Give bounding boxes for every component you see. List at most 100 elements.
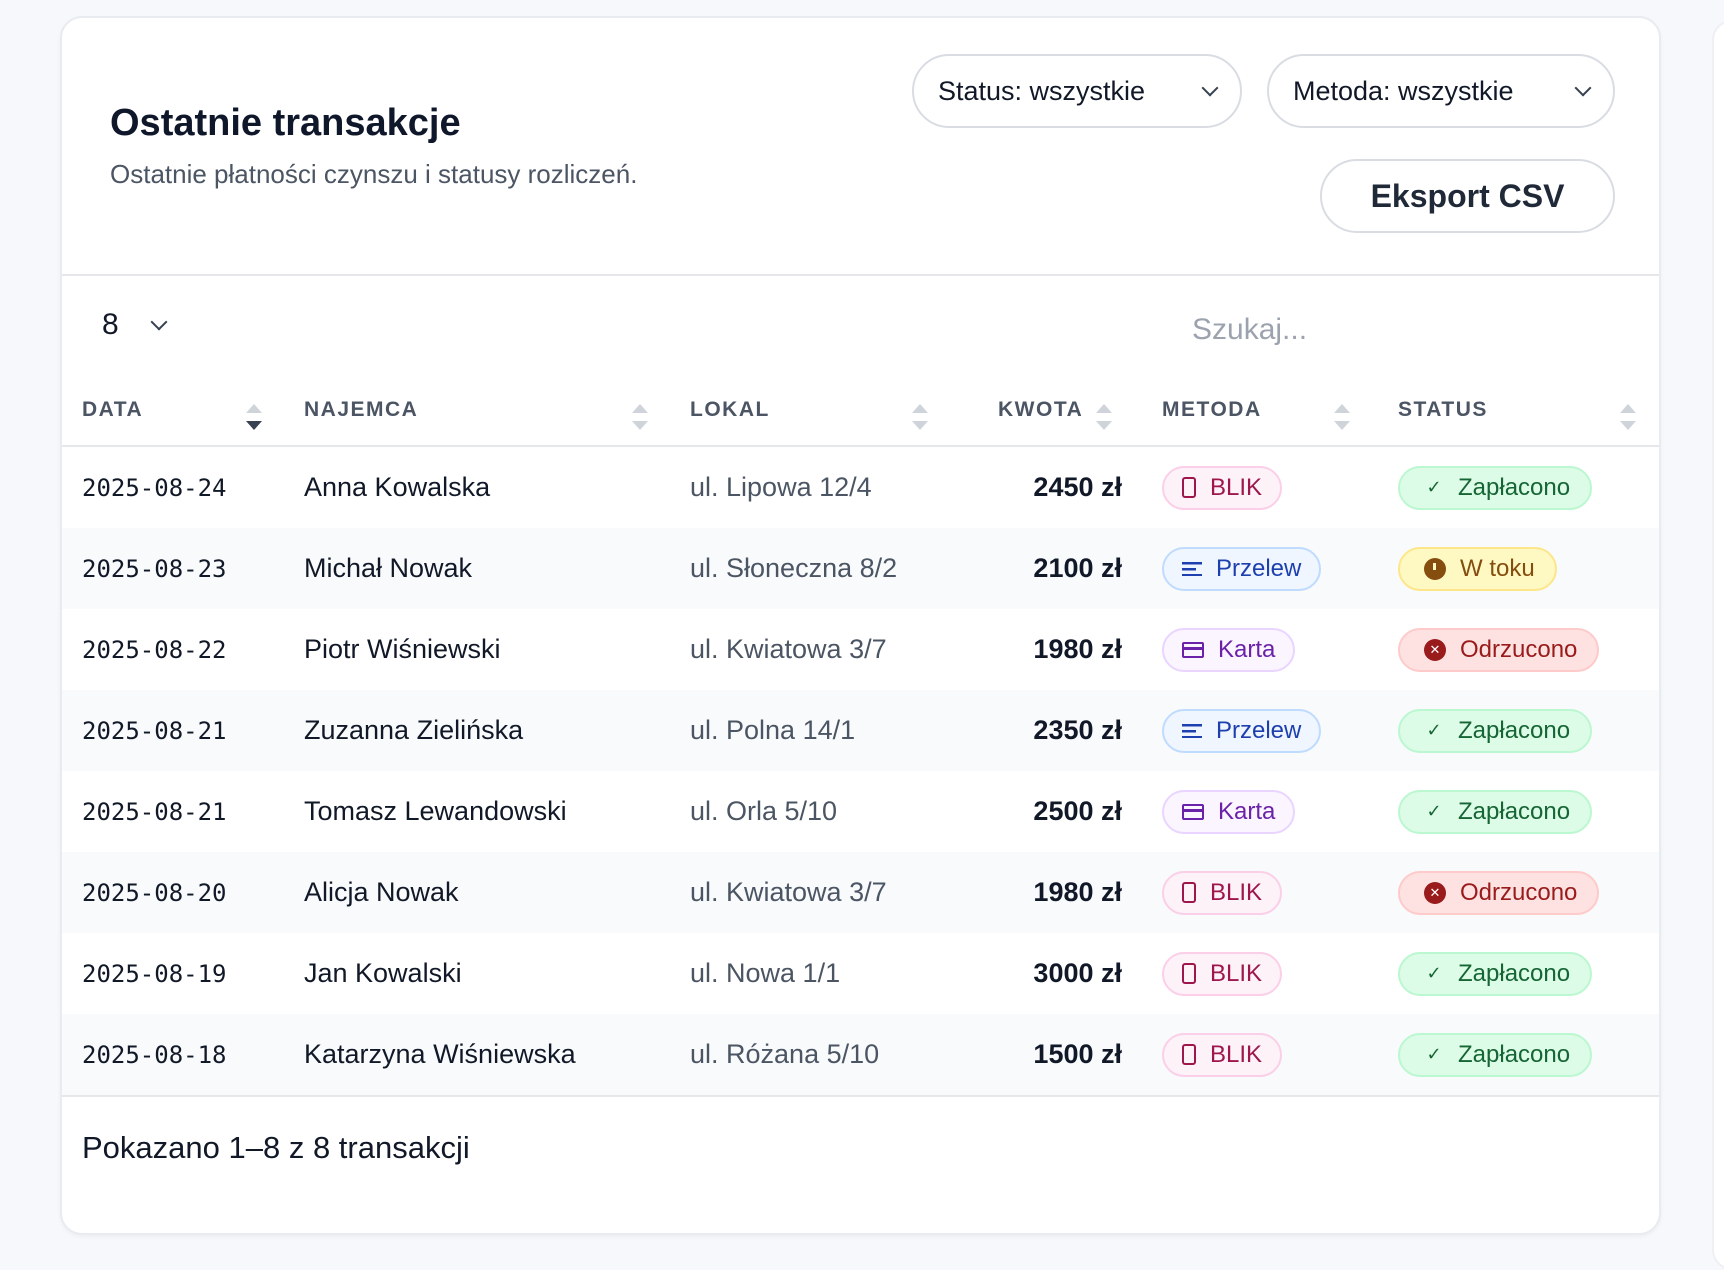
status-label: Odrzucono — [1460, 878, 1578, 906]
lines-icon — [1182, 561, 1202, 576]
check-icon: ✓ — [1426, 720, 1442, 740]
status-label: Odrzucono — [1460, 635, 1578, 663]
page-title: Ostatnie transakcje — [110, 102, 461, 144]
sort-icon[interactable] — [632, 404, 648, 430]
cell-method: BLIK — [1162, 447, 1283, 528]
status-badge: W toku — [1398, 546, 1557, 591]
cell-tenant: Katarzyna Wiśniewska — [304, 1039, 576, 1069]
cell-amount: 1500 zł — [1033, 1039, 1122, 1069]
header-divider — [62, 445, 1659, 447]
cell-method: BLIK — [1162, 1014, 1283, 1095]
cell-status: ✓ Zapłacono — [1398, 1014, 1593, 1095]
cell-amount: 2100 zł — [1033, 553, 1122, 583]
x-circle-icon: ✕ — [1424, 638, 1446, 661]
check-icon: ✓ — [1426, 477, 1442, 497]
method-label: BLIK — [1210, 959, 1263, 987]
method-filter-dropdown[interactable]: Metoda: wszystkie — [1267, 54, 1615, 128]
method-badge: Przelew — [1162, 546, 1322, 591]
cell-status: ✓ Zapłacono — [1398, 447, 1593, 528]
sort-icon[interactable] — [246, 404, 262, 430]
cell-status: ✓ Zapłacono — [1398, 933, 1593, 1014]
cell-status: ✕ Odrzucono — [1398, 609, 1600, 690]
method-badge: BLIK — [1162, 870, 1283, 915]
search-input[interactable] — [1192, 308, 1612, 352]
cell-unit: ul. Polna 14/1 — [690, 715, 856, 745]
cell-date: 2025-08-19 — [82, 959, 227, 988]
x-circle-icon: ✕ — [1424, 881, 1446, 904]
sort-icon[interactable] — [1334, 404, 1350, 430]
table-row[interactable]: 2025-08-18 Katarzyna Wiśniewska ul. Róża… — [62, 1014, 1659, 1095]
card-icon — [1182, 803, 1204, 820]
method-label: BLIK — [1210, 473, 1263, 501]
cell-unit: ul. Orla 5/10 — [690, 796, 838, 826]
export-csv-button[interactable]: Eksport CSV — [1320, 159, 1615, 233]
cell-status: ✓ Zapłacono — [1398, 771, 1593, 852]
method-label: Przelew — [1216, 554, 1302, 582]
column-header-method[interactable]: METODA — [1162, 398, 1262, 421]
check-icon: ✓ — [1426, 963, 1442, 983]
cell-amount: 2350 zł — [1033, 715, 1122, 745]
cell-date: 2025-08-21 — [82, 716, 227, 745]
column-header-unit[interactable]: LOKAL — [690, 398, 770, 421]
table-row[interactable]: 2025-08-19 Jan Kowalski ul. Nowa 1/1 300… — [62, 933, 1659, 1014]
cell-amount: 2500 zł — [1033, 796, 1122, 826]
status-label: Zapłacono — [1458, 716, 1571, 744]
status-label: Zapłacono — [1458, 959, 1571, 987]
status-badge: ✕ Odrzucono — [1398, 627, 1600, 672]
method-label: Karta — [1218, 797, 1276, 825]
method-badge: Karta — [1162, 627, 1296, 672]
status-badge: ✓ Zapłacono — [1398, 465, 1593, 510]
sort-icon[interactable] — [1620, 404, 1636, 430]
cell-status: ✓ Zapłacono — [1398, 690, 1593, 771]
cell-tenant: Piotr Wiśniewski — [304, 634, 501, 664]
table-row[interactable]: 2025-08-21 Tomasz Lewandowski ul. Orla 5… — [62, 771, 1659, 852]
cell-unit: ul. Słoneczna 8/2 — [690, 553, 898, 583]
transactions-card: Ostatnie transakcje Ostatnie płatności c… — [60, 16, 1661, 1235]
method-badge: Karta — [1162, 789, 1296, 834]
method-label: Karta — [1218, 635, 1276, 663]
status-filter-dropdown[interactable]: Status: wszystkie — [912, 54, 1242, 128]
cell-date: 2025-08-18 — [82, 1040, 227, 1069]
status-label: W toku — [1460, 554, 1535, 582]
method-label: BLIK — [1210, 878, 1263, 906]
method-badge: Przelew — [1162, 708, 1322, 753]
sort-icon[interactable] — [1096, 404, 1112, 430]
cell-date: 2025-08-20 — [82, 878, 227, 907]
check-icon: ✓ — [1426, 1044, 1442, 1064]
cell-unit: ul. Kwiatowa 3/7 — [690, 634, 887, 664]
column-header-status[interactable]: STATUS — [1398, 398, 1488, 421]
column-header-date[interactable]: DATA — [82, 398, 144, 421]
table-row[interactable]: 2025-08-24 Anna Kowalska ul. Lipowa 12/4… — [62, 447, 1659, 528]
divider — [62, 274, 1659, 276]
lines-icon — [1182, 723, 1202, 738]
cell-unit: ul. Kwiatowa 3/7 — [690, 877, 887, 907]
column-header-amount[interactable]: KWOTA — [998, 398, 1084, 421]
method-badge: BLIK — [1162, 951, 1283, 996]
cell-method: Przelew — [1162, 690, 1322, 771]
status-badge: ✓ Zapłacono — [1398, 789, 1593, 834]
status-badge: ✓ Zapłacono — [1398, 951, 1593, 996]
column-header-tenant[interactable]: NAJEMCA — [304, 398, 419, 421]
table-row[interactable]: 2025-08-23 Michał Nowak ul. Słoneczna 8/… — [62, 528, 1659, 609]
page-size-select[interactable]: 8 — [102, 308, 168, 342]
phone-icon — [1182, 1044, 1196, 1065]
adjacent-panel — [1712, 20, 1724, 1270]
sort-icon[interactable] — [912, 404, 928, 430]
cell-amount: 2450 zł — [1033, 472, 1122, 502]
table-row[interactable]: 2025-08-21 Zuzanna Zielińska ul. Polna 1… — [62, 690, 1659, 771]
method-filter-label: Metoda: wszystkie — [1293, 75, 1514, 106]
status-label: Zapłacono — [1458, 473, 1571, 501]
phone-icon — [1182, 882, 1196, 903]
cell-unit: ul. Lipowa 12/4 — [690, 472, 872, 502]
cell-method: Przelew — [1162, 528, 1322, 609]
check-icon: ✓ — [1426, 801, 1442, 821]
cell-tenant: Tomasz Lewandowski — [304, 796, 567, 826]
status-badge: ✓ Zapłacono — [1398, 708, 1593, 753]
table-row[interactable]: 2025-08-20 Alicja Nowak ul. Kwiatowa 3/7… — [62, 852, 1659, 933]
cell-status: W toku — [1398, 528, 1557, 609]
cell-status: ✕ Odrzucono — [1398, 852, 1600, 933]
status-badge: ✓ Zapłacono — [1398, 1032, 1593, 1077]
chevron-down-icon — [1201, 79, 1219, 97]
table-row[interactable]: 2025-08-22 Piotr Wiśniewski ul. Kwiatowa… — [62, 609, 1659, 690]
phone-icon — [1182, 477, 1196, 498]
